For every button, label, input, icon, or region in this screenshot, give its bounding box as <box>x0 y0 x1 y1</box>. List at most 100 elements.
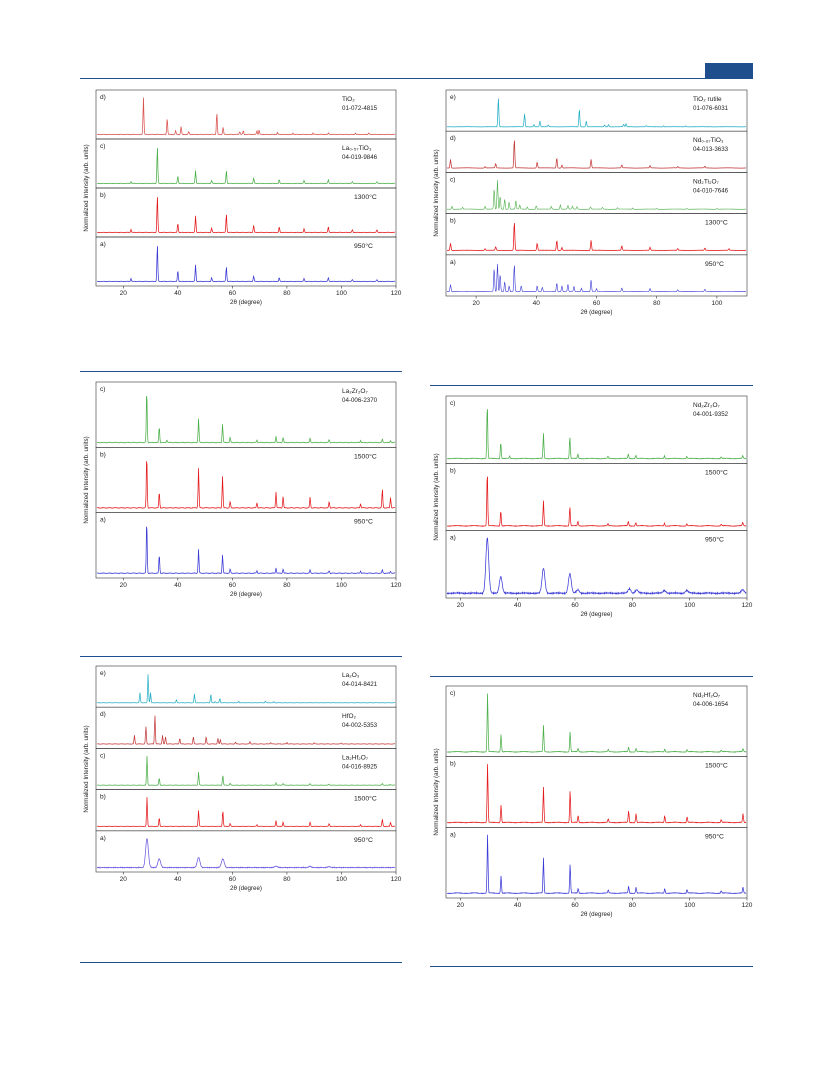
panel-frame <box>95 187 397 238</box>
x-axis-label: 2θ (degree) <box>230 885 262 892</box>
y-axis-label: Normalized Intensity (arb. units) <box>83 144 90 231</box>
panel-letter: c) <box>450 690 455 697</box>
header-tab <box>705 63 753 78</box>
section-separator <box>430 385 753 386</box>
reference-code: 04-014-8421 <box>342 681 378 688</box>
xrd-pattern-line <box>96 755 396 786</box>
xrd-pattern-line <box>96 148 396 185</box>
phase-label: Nd₂Ti₂O₇ <box>693 178 719 185</box>
xrd-pattern-line <box>446 180 747 210</box>
phase-label: La₀.₅₇TiO₃ <box>342 145 372 152</box>
y-axis-label: Normalized Intensity (arb. units) <box>433 453 440 540</box>
panel-letter: a) <box>100 517 106 524</box>
temperature-label: 1500°C <box>354 452 377 460</box>
xrd-pattern-line <box>446 476 747 527</box>
xrd-pattern-line <box>96 395 396 444</box>
section-separator <box>80 656 402 657</box>
xrd-figure-nd-tio2: Normalized Intensity (arb. units) e) TiO₂ … <box>433 89 748 316</box>
reference-code: 04-016-8925 <box>342 763 378 770</box>
xrd-pattern-line <box>96 797 396 828</box>
x-tick-label: 100 <box>336 876 347 883</box>
panel-frame <box>95 789 397 832</box>
panel-letter: a) <box>450 535 456 542</box>
xrd-figure-nd2hf2o7: Normalized Intensity (arb. units) c) Nd₂Hf… <box>433 685 753 918</box>
x-tick-label: 80 <box>283 290 291 297</box>
xrd-pattern-line <box>96 197 396 234</box>
x-tick-label: 40 <box>174 290 182 297</box>
xrd-pattern-line <box>446 693 747 753</box>
xrd-pattern-line <box>96 97 396 136</box>
panel-frame <box>445 827 748 899</box>
x-tick-label: 40 <box>174 876 182 883</box>
panel-letter: e) <box>450 94 456 101</box>
panel-letter: b) <box>450 761 456 768</box>
x-tick-label: 120 <box>742 902 753 909</box>
temperature-label: 950°C <box>705 536 724 544</box>
temperature-label: 950°C <box>705 260 724 268</box>
phase-label: La₂O₃ <box>342 672 360 679</box>
x-tick-label: 80 <box>283 582 291 589</box>
x-tick-label: 120 <box>391 876 402 883</box>
xrd-pattern-line <box>446 222 747 252</box>
panel-frame <box>95 447 397 513</box>
x-tick-label: 60 <box>571 902 579 909</box>
xrd-pattern-line <box>446 140 747 169</box>
x-tick-label: 60 <box>593 300 601 307</box>
header-rule <box>80 78 753 79</box>
y-axis-label: Normalized Intensity (arb. units) <box>433 149 440 236</box>
panel-letter: c) <box>450 176 455 183</box>
panel-letter: b) <box>450 218 456 225</box>
xrd-pattern-line <box>446 834 747 895</box>
x-tick-label: 80 <box>653 300 661 307</box>
temperature-label: 1500°C <box>354 795 377 803</box>
panel-letter: d) <box>450 135 456 142</box>
reference-code: 01-076-6031 <box>693 105 729 112</box>
x-tick-label: 20 <box>120 290 128 297</box>
xrd-pattern-line <box>446 98 747 128</box>
reference-code: 01-072-4815 <box>342 105 378 112</box>
x-tick-label: 40 <box>533 300 541 307</box>
panel-letter: a) <box>100 835 106 842</box>
section-separator <box>430 676 753 677</box>
x-tick-label: 120 <box>391 582 402 589</box>
x-axis-label: 2θ (degree) <box>581 309 613 316</box>
xrd-pattern-line <box>96 837 396 869</box>
phase-label: La₂Hf₂O₇ <box>342 754 368 761</box>
xrd-pattern-line <box>96 461 396 509</box>
x-tick-label: 100 <box>684 602 695 609</box>
x-tick-label: 20 <box>457 902 465 909</box>
panel-letter: b) <box>100 451 106 458</box>
xrd-figure-nd2zr2o7: Normalized Intensity (arb. units) c) Nd₂Zr… <box>433 395 753 618</box>
panel-frame <box>445 463 748 531</box>
xrd-pattern-line <box>446 764 747 824</box>
panel-letter: b) <box>100 794 106 801</box>
y-axis-label: Normalized Intensity (arb. units) <box>83 725 90 812</box>
panel-frame <box>445 530 748 599</box>
x-tick-label: 100 <box>684 902 695 909</box>
phase-label: Nd₀.₆₇TiO₃ <box>693 137 724 144</box>
x-tick-label: 60 <box>571 602 579 609</box>
x-tick-label: 20 <box>457 602 465 609</box>
x-tick-label: 60 <box>229 290 237 297</box>
phase-label: Nd₂Hf₂O₇ <box>693 692 720 699</box>
temperature-label: 1300°C <box>705 219 728 227</box>
panel-frame <box>95 512 397 579</box>
section-separator <box>80 371 402 372</box>
reference-code: 04-013-3633 <box>693 146 729 153</box>
panel-letter: c) <box>450 400 455 407</box>
x-tick-label: 80 <box>629 602 637 609</box>
panel-letter: a) <box>450 831 456 838</box>
reference-code: 04-019-9846 <box>342 154 378 161</box>
x-tick-label: 20 <box>120 876 128 883</box>
xrd-pattern-line <box>446 537 747 596</box>
xrd-pattern-line <box>96 246 396 283</box>
temperature-label: 950°C <box>354 518 373 526</box>
panel-letter: b) <box>100 192 106 199</box>
xrd-pattern-line <box>96 715 396 745</box>
phase-label: HfO₂ <box>342 713 357 720</box>
x-axis-label: 2θ (degree) <box>581 911 613 918</box>
phase-label: Nd₂Zr₂O₇ <box>693 402 720 409</box>
x-tick-label: 80 <box>283 876 291 883</box>
x-tick-label: 100 <box>711 300 722 307</box>
x-tick-label: 80 <box>629 902 637 909</box>
